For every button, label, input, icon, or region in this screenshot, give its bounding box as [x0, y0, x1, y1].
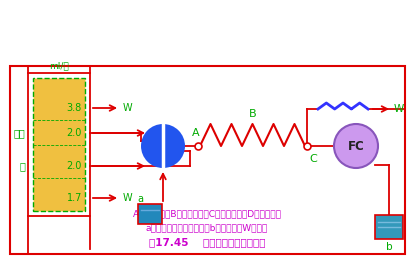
Text: b: b: [385, 242, 392, 252]
Text: 3.8: 3.8: [66, 103, 82, 113]
Bar: [374, 215, 402, 239]
Bar: [33, 78, 85, 211]
Text: A: A: [192, 128, 199, 138]
Text: a: a: [137, 194, 142, 204]
Text: 2.0: 2.0: [66, 161, 82, 171]
Bar: [10, 66, 404, 254]
Bar: [138, 204, 161, 224]
Text: A、相间隔器；B、萃取管道；C、相分离器；D、节流管；: A、相间隔器；B、萃取管道；C、相分离器；D、节流管；: [132, 210, 281, 218]
Text: 1.7: 1.7: [66, 193, 82, 203]
Text: 水: 水: [19, 161, 25, 171]
Text: 2.0: 2.0: [66, 128, 82, 138]
Text: 载流: 载流: [13, 128, 25, 138]
Text: B: B: [248, 109, 256, 119]
Text: W: W: [123, 103, 132, 113]
Text: 图17.45    流动注射萃取分析装置: 图17.45 流动注射萃取分析装置: [148, 237, 265, 247]
Text: W: W: [123, 193, 132, 203]
Text: FC: FC: [347, 139, 363, 152]
Text: W: W: [393, 104, 403, 114]
Circle shape: [141, 124, 185, 168]
Text: ml/分: ml/分: [49, 61, 69, 70]
Text: a、双硫腙四氯化碳溶液；b、蒸馏水；W、废液: a、双硫腙四氯化碳溶液；b、蒸馏水；W、废液: [145, 223, 268, 232]
Text: C: C: [308, 154, 316, 164]
Circle shape: [333, 124, 377, 168]
Bar: [28, 73, 90, 216]
